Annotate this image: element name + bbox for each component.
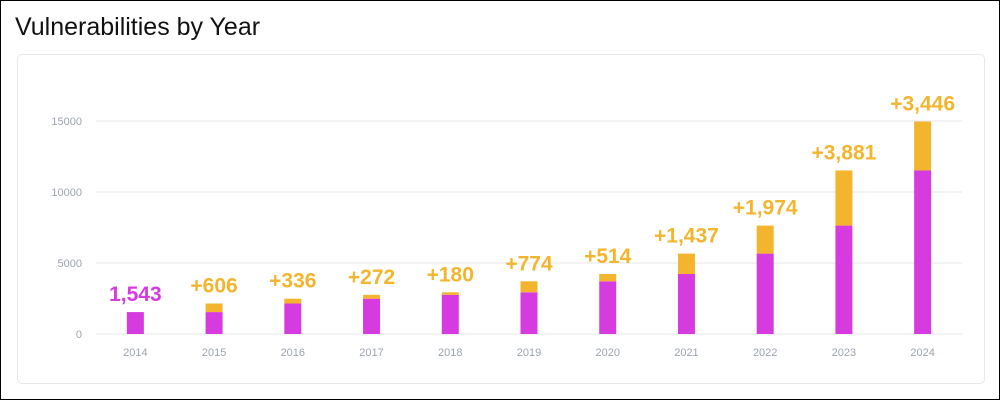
bar-increase-segment xyxy=(363,294,381,299)
bar-data-label: +606 xyxy=(190,274,237,297)
x-tick-label: 2020 xyxy=(595,347,619,359)
bar-base-segment xyxy=(205,312,223,334)
bar-base-segment xyxy=(126,312,144,334)
bar-data-label: +1,437 xyxy=(654,225,719,248)
bar-increase-segment xyxy=(599,274,617,282)
bar-base-segment xyxy=(677,274,695,334)
chart-card: 0 5000 10000 15000 1,543 2014 +606 2015 +336 2016… xyxy=(17,54,985,384)
bar-data-label: +272 xyxy=(348,266,395,289)
bar-increase-segment xyxy=(914,121,932,171)
x-tick-label: 2016 xyxy=(281,347,305,359)
bar-data-label: 1,543 xyxy=(109,283,162,306)
bar-data-label: +180 xyxy=(427,263,474,286)
x-tick-label: 2019 xyxy=(517,347,541,359)
y-tick-label: 5000 xyxy=(58,258,82,270)
bar-data-label: +3,446 xyxy=(890,93,955,116)
x-tick-label: 2023 xyxy=(832,347,856,359)
x-tick-label: 2018 xyxy=(438,347,462,359)
bar-data-label: +336 xyxy=(269,270,316,293)
x-tick-label: 2024 xyxy=(910,347,934,359)
bar-increase-segment xyxy=(284,298,302,304)
bar-data-label: +1,974 xyxy=(733,197,798,220)
vulnerabilities-bar-chart: 0 5000 10000 15000 1,543 2014 +606 2015 +336 2016… xyxy=(51,93,962,359)
bar-base-segment xyxy=(914,170,932,334)
bar-increase-segment xyxy=(205,303,223,313)
x-tick-label: 2014 xyxy=(123,347,147,359)
bar-increase-segment xyxy=(520,281,538,293)
bar-base-segment xyxy=(284,303,302,334)
bar-base-segment xyxy=(441,294,459,334)
bar-base-segment xyxy=(520,292,538,334)
bar-increase-segment xyxy=(441,292,459,295)
bar-base-segment xyxy=(756,253,774,334)
page-title: Vulnerabilities by Year xyxy=(15,13,261,41)
bar-base-segment xyxy=(835,225,853,334)
x-tick-label: 2022 xyxy=(753,347,777,359)
x-tick-label: 2015 xyxy=(202,347,226,359)
bar-increase-segment xyxy=(677,253,695,275)
bar-data-label: +514 xyxy=(584,245,632,268)
bar-data-label: +774 xyxy=(505,252,553,275)
y-tick-label: 0 xyxy=(76,329,82,341)
x-tick-label: 2021 xyxy=(674,347,698,359)
bar-increase-segment xyxy=(756,225,774,254)
bar-base-segment xyxy=(599,281,617,334)
y-tick-label: 10000 xyxy=(51,187,82,199)
y-tick-label: 15000 xyxy=(51,116,82,128)
bar-data-label: +3,881 xyxy=(811,141,876,164)
bar-base-segment xyxy=(363,298,381,334)
x-tick-label: 2017 xyxy=(359,347,383,359)
bar-increase-segment xyxy=(835,170,853,226)
